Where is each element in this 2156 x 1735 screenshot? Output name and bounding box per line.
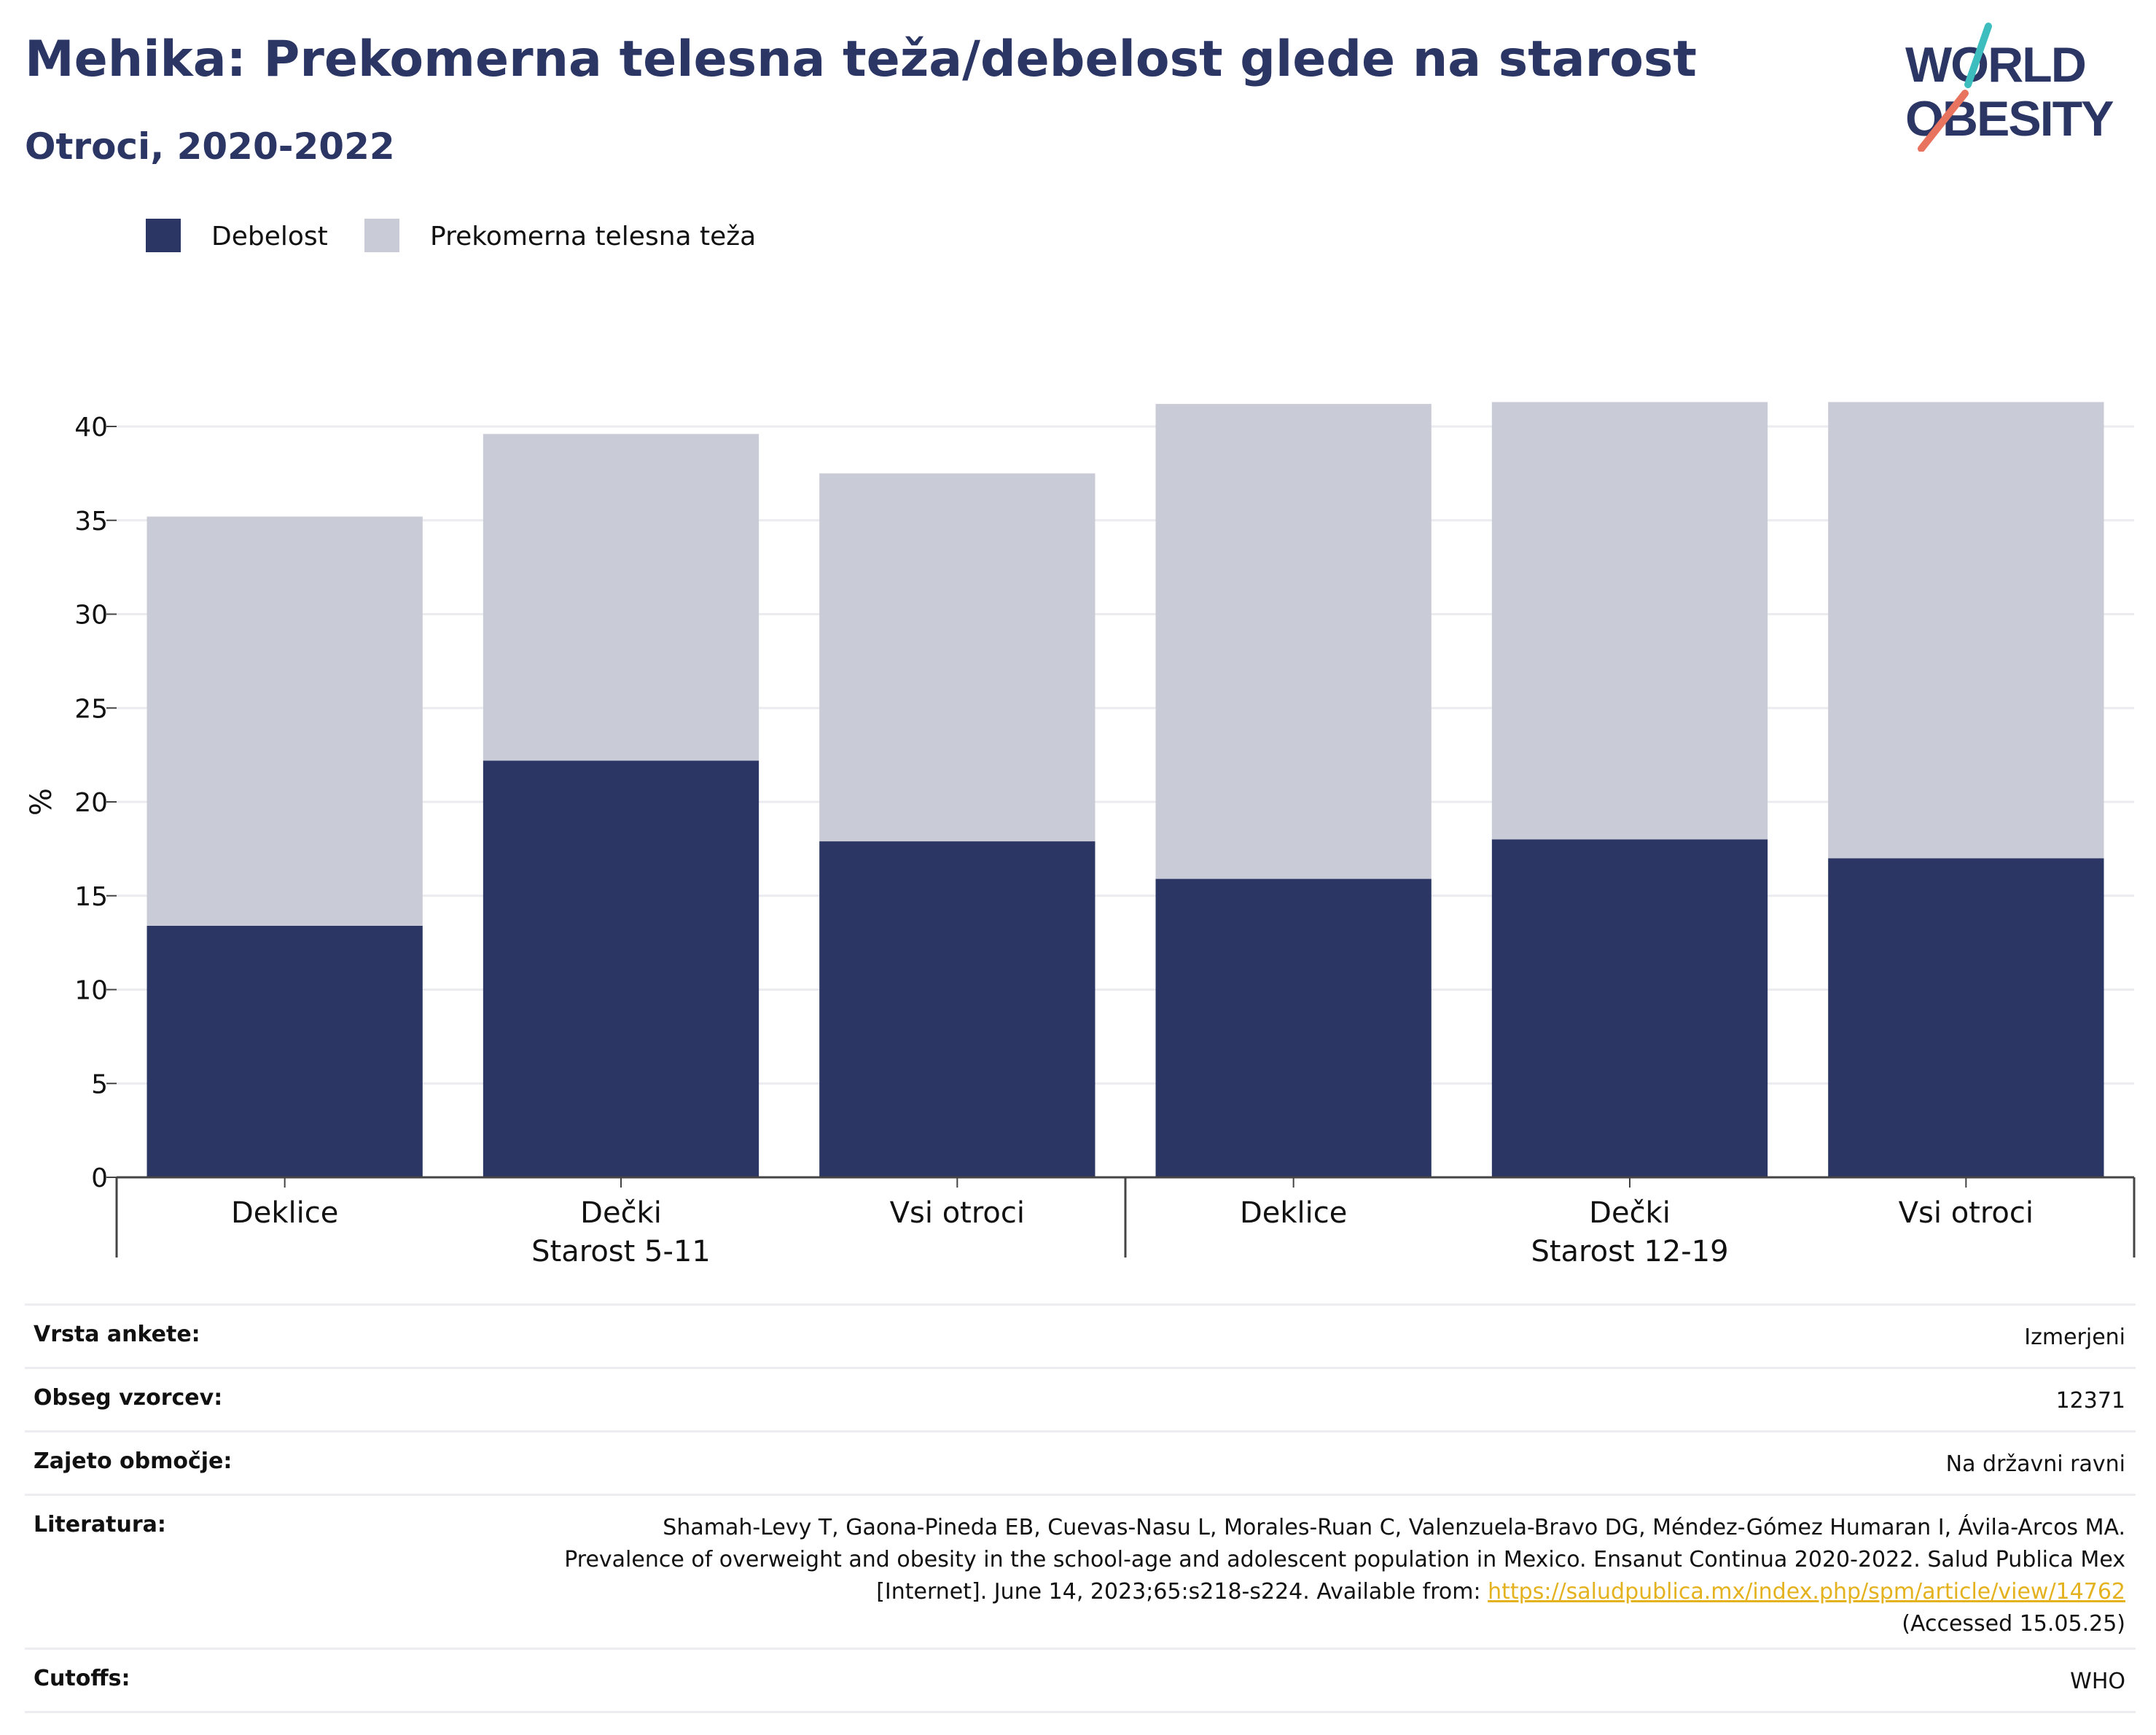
meta-value: Shamah-Levy T, Gaona-Pineda EB, Cuevas-N… <box>25 1512 2136 1640</box>
accessed-date: (Accessed 15.05.25) <box>1902 1611 2125 1637</box>
group-label-0: Starost 5-11 <box>531 1235 711 1268</box>
world-obesity-logo: WORLD OBESITY <box>1905 23 2115 152</box>
y-axis: 0 5 10 15 20 25 30 35 40% <box>25 413 117 1193</box>
x-axis: Deklice Dečki Vsi otroci Deklice Dečki Vsi ot… <box>115 1176 2136 1268</box>
x-tick-label-4: Dečki <box>1589 1196 1671 1230</box>
bars <box>147 402 2104 1177</box>
x-tick-label-1: Dečki <box>580 1196 662 1230</box>
reference-link[interactable]: https://saludpublica.mx/index.php/spm/ar… <box>1488 1579 2125 1605</box>
legend-swatch-0 <box>146 219 181 252</box>
meta-value: 12371 <box>25 1385 2136 1417</box>
bar-0-4 <box>1491 839 1768 1177</box>
chart-legend: Debelost Prekomerna telesna teža <box>146 219 756 252</box>
bar-1-5 <box>1828 402 2104 859</box>
meta-row: Cutoffs: WHO <box>25 1648 2136 1711</box>
x-tick-label-3: Deklice <box>1240 1196 1347 1230</box>
meta-row: Obseg vzorcev: 12371 <box>25 1367 2136 1430</box>
meta-value-text: 12371 <box>2055 1388 2125 1414</box>
x-tick-label-5: Vsi otroci <box>1899 1196 2034 1230</box>
meta-value-text: Izmerjeni <box>2024 1325 2125 1350</box>
meta-row: Literatura: Shamah-Levy T, Gaona-Pineda E… <box>25 1494 2136 1648</box>
logo-teal-stroke <box>1964 23 1992 88</box>
meta-label: Obseg vzorcev: <box>34 1385 223 1411</box>
table-bottom-border <box>25 1711 2136 1713</box>
y-tick-label-30: 30 <box>74 601 108 631</box>
x-tick-label-0: Deklice <box>231 1196 338 1230</box>
meta-value: Izmerjeni <box>25 1322 2136 1354</box>
bar-1-4 <box>1491 402 1768 840</box>
bar-1-0 <box>147 516 423 926</box>
logo-line2: OBESITY <box>1905 91 2114 147</box>
group-label-1: Starost 12-19 <box>1531 1235 1728 1268</box>
meta-value: Na državni ravni <box>25 1449 2136 1481</box>
bar-1-2 <box>819 473 1095 842</box>
meta-label: Cutoffs: <box>34 1666 130 1691</box>
meta-row: Vrsta ankete: Izmerjeni <box>25 1303 2136 1367</box>
meta-label: Literatura: <box>34 1512 166 1537</box>
y-tick-label-35: 35 <box>74 507 108 537</box>
y-tick-label-40: 40 <box>74 413 108 442</box>
legend-swatch-1 <box>364 219 399 252</box>
chart-subtitle: Otroci, 2020-2022 <box>25 125 395 168</box>
logo-line1: WORLD <box>1905 37 2085 93</box>
bar-0-1 <box>483 760 759 1177</box>
bar-0-5 <box>1828 858 2104 1177</box>
y-tick-label-5: 5 <box>91 1069 108 1099</box>
bar-0-2 <box>819 841 1095 1177</box>
stacked-bar-chart: Debelost Prekomerna telesna teža 0 5 10 15 20… <box>25 219 2136 1268</box>
bar-1-3 <box>1155 404 1432 879</box>
meta-label: Zajeto območje: <box>34 1449 233 1474</box>
x-tick-label-2: Vsi otroci <box>890 1196 1025 1230</box>
meta-value: WHO <box>25 1666 2136 1698</box>
meta-row: Zajeto območje: Na državni ravni <box>25 1430 2136 1494</box>
y-tick-label-25: 25 <box>74 694 108 724</box>
y-tick-label-10: 10 <box>74 976 108 1006</box>
meta-value-text: Na državni ravni <box>1945 1451 2125 1477</box>
legend-label-1: Prekomerna telesna teža <box>430 222 756 252</box>
bar-0-0 <box>147 925 423 1177</box>
meta-value-text: Shamah-Levy T, Gaona-Pineda EB, Cuevas-N… <box>564 1515 2125 1605</box>
y-tick-label-20: 20 <box>74 788 108 818</box>
chart-title: Mehika: Prekomerna telesna teža/debelost… <box>25 31 1697 88</box>
logo-coral-stroke <box>1918 90 1969 152</box>
bar-1-1 <box>483 434 759 761</box>
bar-0-3 <box>1155 878 1432 1177</box>
y-axis-label: % <box>25 788 58 816</box>
y-tick-label-0: 0 <box>91 1163 108 1193</box>
survey-details-table: Vrsta ankete: Izmerjeni Obseg vzorcev: 1237… <box>25 1303 2136 1713</box>
meta-label: Vrsta ankete: <box>34 1322 200 1347</box>
gridlines <box>117 425 2134 1085</box>
legend-label-0: Debelost <box>211 222 328 252</box>
y-tick-label-15: 15 <box>74 882 108 912</box>
meta-value-text: WHO <box>2070 1669 2125 1694</box>
